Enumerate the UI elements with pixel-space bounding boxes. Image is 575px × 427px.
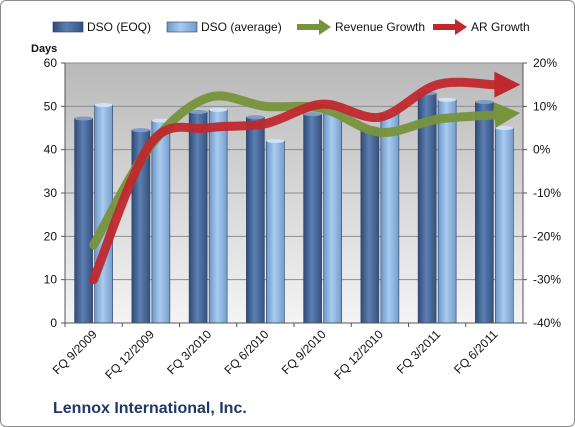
x-tick-label: FQ 3/2011 — [394, 327, 444, 377]
y-tick-label: 30 — [44, 186, 58, 200]
y-tick-label: 0 — [50, 316, 57, 330]
bar-dso-eoq — [246, 116, 265, 324]
x-tick-label: FQ 12/2010 — [331, 327, 386, 382]
bar-dso-average — [495, 127, 514, 324]
y-tick-label: 40 — [44, 143, 58, 157]
y2-tick-label: -10% — [533, 186, 561, 200]
bar-dso-average — [151, 120, 171, 324]
x-tick-label: FQ 9/2009 — [50, 327, 100, 377]
legend-arrow-revenue-growth — [319, 19, 331, 35]
x-tick-label: FQ 3/2010 — [164, 327, 214, 377]
bar-dso-average — [323, 111, 342, 324]
ar-growth-line — [89, 77, 499, 285]
bar-top — [303, 112, 322, 117]
ar-growth-arrowhead — [494, 71, 521, 98]
x-tick-label: FQ 9/2010 — [279, 327, 329, 377]
bar-top — [246, 115, 265, 120]
bar-top — [131, 128, 150, 133]
y2-tick-label: -40% — [533, 316, 561, 330]
x-tick-label: FQ 6/2011 — [451, 327, 501, 377]
legend-label-dso-average: DSO (average) — [201, 20, 282, 34]
bar-dso-average — [266, 140, 285, 324]
bar-dso-average — [380, 112, 400, 324]
bar-top — [151, 118, 170, 123]
bar-dso-eoq — [475, 101, 494, 324]
legend-arrow-ar-growth — [455, 19, 467, 35]
y2-tick-label: -30% — [533, 273, 561, 287]
bar-top — [475, 100, 494, 104]
bar-top — [495, 126, 514, 130]
bar-top — [189, 109, 208, 114]
bar-dso-eoq — [188, 111, 208, 324]
y2-tick-label: 20% — [533, 56, 557, 70]
y2-tick-label: -20% — [533, 229, 561, 243]
bar-dso-average — [437, 99, 457, 324]
bar-top — [94, 103, 113, 108]
y-tick-label: 50 — [44, 99, 58, 113]
legend-label-revenue-growth: Revenue Growth — [335, 20, 425, 34]
y-axis-title: Days — [31, 43, 57, 55]
bar-dso-eoq — [74, 118, 93, 324]
bar-dso-eoq — [303, 113, 322, 324]
legend-swatch-dso-average — [166, 21, 198, 33]
y-tick-label: 20 — [44, 229, 58, 243]
x-tick-label: FQ 12/2009 — [102, 327, 157, 382]
bar-top — [209, 107, 228, 112]
revenue-growth-arrowhead — [493, 102, 521, 128]
legend-swatch-dso-eoq — [52, 21, 84, 33]
bar-dso-average — [208, 109, 228, 324]
legend-label-ar-growth: AR Growth — [471, 20, 530, 34]
y2-tick-label: 0% — [533, 143, 551, 157]
bar-dso-eoq — [360, 127, 380, 324]
bar-top — [266, 139, 285, 143]
company-caption: Lennox International, Inc. — [53, 400, 247, 417]
x-tick-label: FQ 6/2010 — [222, 327, 272, 377]
legend-label-dso-eoq: DSO (EOQ) — [87, 20, 151, 34]
bar-top — [438, 97, 457, 102]
y-tick-label: 10 — [44, 273, 58, 287]
y-tick-label: 60 — [44, 56, 58, 70]
y2-tick-label: 10% — [533, 99, 557, 113]
bar-top — [74, 116, 93, 121]
